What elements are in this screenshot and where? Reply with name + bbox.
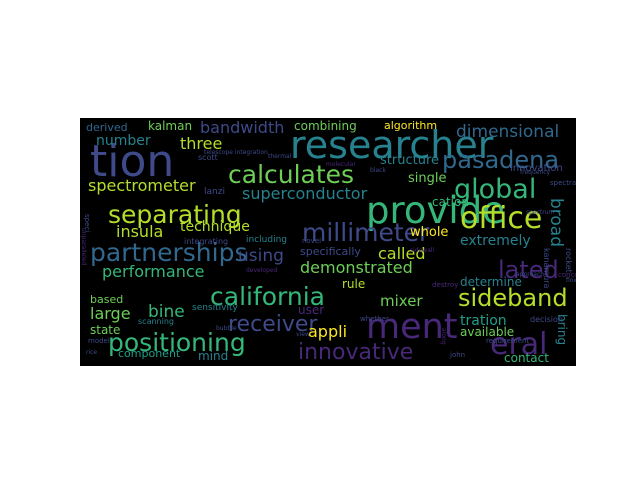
word-mixer: mixer bbox=[380, 292, 423, 310]
word-state: state bbox=[90, 323, 121, 337]
word-spectral: spectral bbox=[550, 179, 576, 187]
word-called: called bbox=[378, 244, 426, 263]
word-combining: combining bbox=[294, 119, 357, 133]
word-flow: flow bbox=[566, 277, 576, 284]
word-provide: provide bbox=[366, 189, 505, 232]
word-rice: rice bbox=[86, 349, 98, 356]
word-developed: developed bbox=[246, 267, 278, 274]
word-speci: speci bbox=[83, 214, 91, 233]
word-separating: separating bbox=[108, 200, 242, 229]
word-using: using bbox=[238, 246, 284, 266]
word-scott: scott bbox=[198, 153, 218, 162]
word-appli: appli bbox=[308, 322, 348, 341]
word-structure: structure bbox=[380, 153, 439, 168]
word-innovation: innovation bbox=[510, 163, 563, 174]
word-black: black bbox=[370, 167, 386, 174]
word-molecular: molecular bbox=[326, 161, 356, 168]
word-cloud: researcher provide tion pasadena calculates s… bbox=[80, 118, 576, 366]
word-three: three bbox=[180, 134, 223, 153]
word-specifically: specifically bbox=[300, 245, 361, 258]
word-rocket: rocket bbox=[564, 248, 573, 273]
word-large: large bbox=[90, 304, 131, 323]
word-sideband: sideband bbox=[458, 284, 568, 312]
word-mind: mind bbox=[198, 349, 229, 363]
word-insula: insula bbox=[116, 222, 164, 241]
word-frequency: frequency bbox=[520, 169, 551, 176]
word-extremely: extremely bbox=[460, 233, 531, 249]
word-pasadena: pasadena bbox=[442, 146, 560, 174]
word-destroy: destroy bbox=[432, 281, 459, 289]
word-whole: whole bbox=[410, 225, 449, 240]
word-scanning: scanning bbox=[138, 317, 174, 326]
word-superconductor: superconductor bbox=[242, 184, 368, 203]
word-cation: cation bbox=[432, 195, 469, 209]
word-millimeter: millimeter bbox=[302, 218, 430, 247]
word-sensitivity: sensitivity bbox=[192, 303, 238, 313]
word-approach: approach bbox=[516, 271, 545, 278]
word-determine: determine bbox=[460, 275, 522, 289]
word-tration: tration bbox=[460, 313, 507, 329]
word-algorithm: algorithm bbox=[384, 119, 438, 132]
word-bine: bine bbox=[148, 302, 185, 322]
word-innovative: innovative bbox=[298, 340, 414, 365]
word-broad: broad bbox=[546, 198, 566, 248]
word-positioning: positioning bbox=[108, 328, 246, 357]
word-thermal: thermal bbox=[268, 153, 292, 160]
word-office: office bbox=[460, 201, 543, 236]
word-eral: eral bbox=[490, 327, 548, 362]
word-global: global bbox=[454, 174, 537, 205]
word-number: number bbox=[96, 133, 151, 149]
word-rule: rule bbox=[342, 277, 366, 291]
word-concentra: concentra bbox=[558, 271, 576, 279]
word-sidewall: sidewall bbox=[410, 247, 435, 254]
word-whether: whether bbox=[360, 315, 389, 323]
word-kalman: kalman bbox=[148, 119, 193, 133]
word-performance: performance bbox=[102, 262, 205, 281]
word-john: john bbox=[450, 351, 466, 359]
word-lated: lated bbox=[498, 256, 559, 284]
word-single: single bbox=[408, 171, 447, 186]
word-unparalleled: unparalleled bbox=[80, 228, 87, 266]
word-demonstrated: demonstrated bbox=[300, 258, 413, 277]
word-spectrum: spectrum bbox=[526, 209, 555, 216]
word-available: available bbox=[460, 325, 515, 339]
word-requirement: requirement bbox=[486, 337, 530, 345]
word-california: california bbox=[210, 282, 326, 311]
word-bandwidth: bandwidth bbox=[200, 118, 285, 137]
word-component: component bbox=[118, 347, 181, 360]
word-tion: tion bbox=[90, 136, 175, 187]
word-bubble: bubble bbox=[216, 325, 237, 332]
word-novel: novel bbox=[302, 237, 322, 245]
word-calculates: calculates bbox=[228, 160, 355, 189]
word-partnerships: partnerships bbox=[90, 238, 248, 267]
word-researcher: researcher bbox=[290, 123, 494, 167]
word-user: user bbox=[298, 303, 325, 317]
word-model: model bbox=[88, 337, 110, 345]
word-derived: derived bbox=[86, 121, 128, 134]
word-telescope-integration: telescope integration bbox=[204, 149, 268, 156]
word-kanamura: kanamura bbox=[542, 248, 551, 289]
word-dimensional: dimensional bbox=[456, 122, 560, 142]
word-ment: ment bbox=[366, 307, 458, 347]
word-based: based bbox=[90, 293, 124, 306]
word-contact: contact bbox=[504, 351, 549, 365]
word-including: including bbox=[246, 235, 287, 245]
word-lanzi: lanzi bbox=[204, 187, 225, 197]
word-integrating: integrating bbox=[184, 237, 229, 246]
word-decision: decision bbox=[530, 315, 563, 324]
word-along: along bbox=[440, 328, 447, 345]
word-spectrometer: spectrometer bbox=[88, 176, 196, 195]
word-technique: technique bbox=[180, 219, 250, 235]
word-view: view bbox=[296, 331, 310, 338]
word-receiver: receiver bbox=[228, 312, 318, 337]
